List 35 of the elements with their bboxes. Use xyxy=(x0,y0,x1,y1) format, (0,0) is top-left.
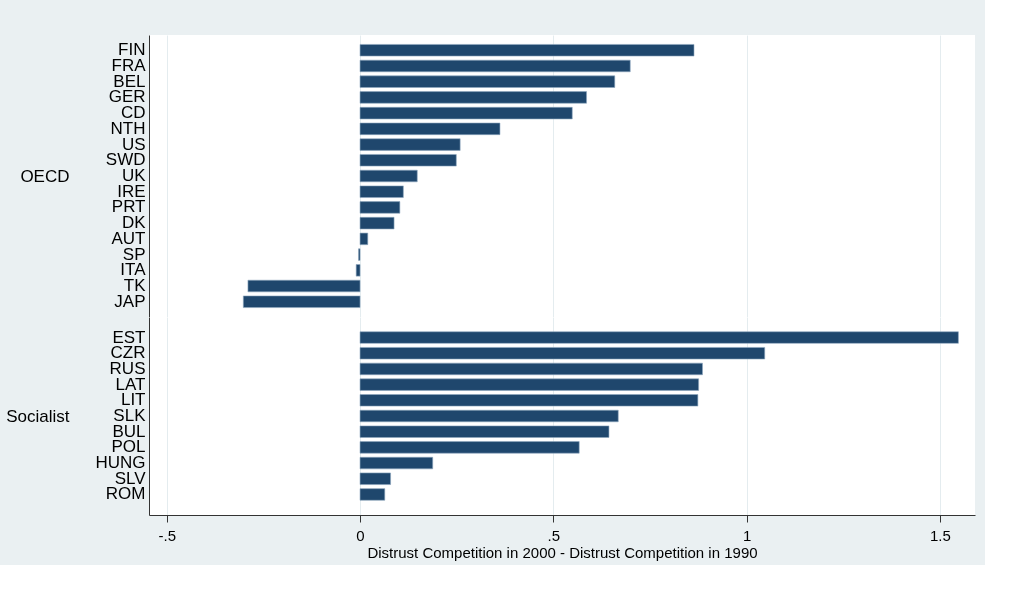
bar xyxy=(359,91,587,104)
y-axis-title: OECD xyxy=(20,166,70,186)
bar xyxy=(359,456,434,470)
bar xyxy=(359,138,461,151)
bar xyxy=(359,59,631,73)
x-tick-label: .5 xyxy=(547,526,561,544)
x-tick-label: 0 xyxy=(356,526,365,544)
bar xyxy=(359,378,699,391)
bar xyxy=(355,264,361,277)
bar xyxy=(359,331,959,344)
bar xyxy=(359,169,418,183)
bar xyxy=(359,154,457,167)
x-axis-title: Distrust Competition in 2000 - Distrust Competition in 1990 xyxy=(367,543,758,561)
bar xyxy=(359,185,404,198)
bar xyxy=(359,472,391,485)
bar xyxy=(359,217,395,230)
bar xyxy=(359,394,699,407)
y-axis-title: Socialist xyxy=(6,406,70,426)
bar xyxy=(359,409,619,423)
bar xyxy=(359,232,369,245)
bar xyxy=(359,441,580,454)
bar xyxy=(359,201,401,214)
bar xyxy=(359,75,616,88)
bar xyxy=(359,362,703,376)
x-tick-label: -.5 xyxy=(158,526,177,544)
bar xyxy=(243,295,361,308)
x-tick-label: 1 xyxy=(742,526,752,544)
bar xyxy=(359,425,610,438)
x-tick-label: 1.5 xyxy=(929,526,951,544)
bar xyxy=(359,107,573,120)
bar xyxy=(359,347,766,360)
bar xyxy=(359,44,695,57)
bar xyxy=(359,488,386,501)
bar xyxy=(247,279,361,293)
bar xyxy=(359,122,501,135)
